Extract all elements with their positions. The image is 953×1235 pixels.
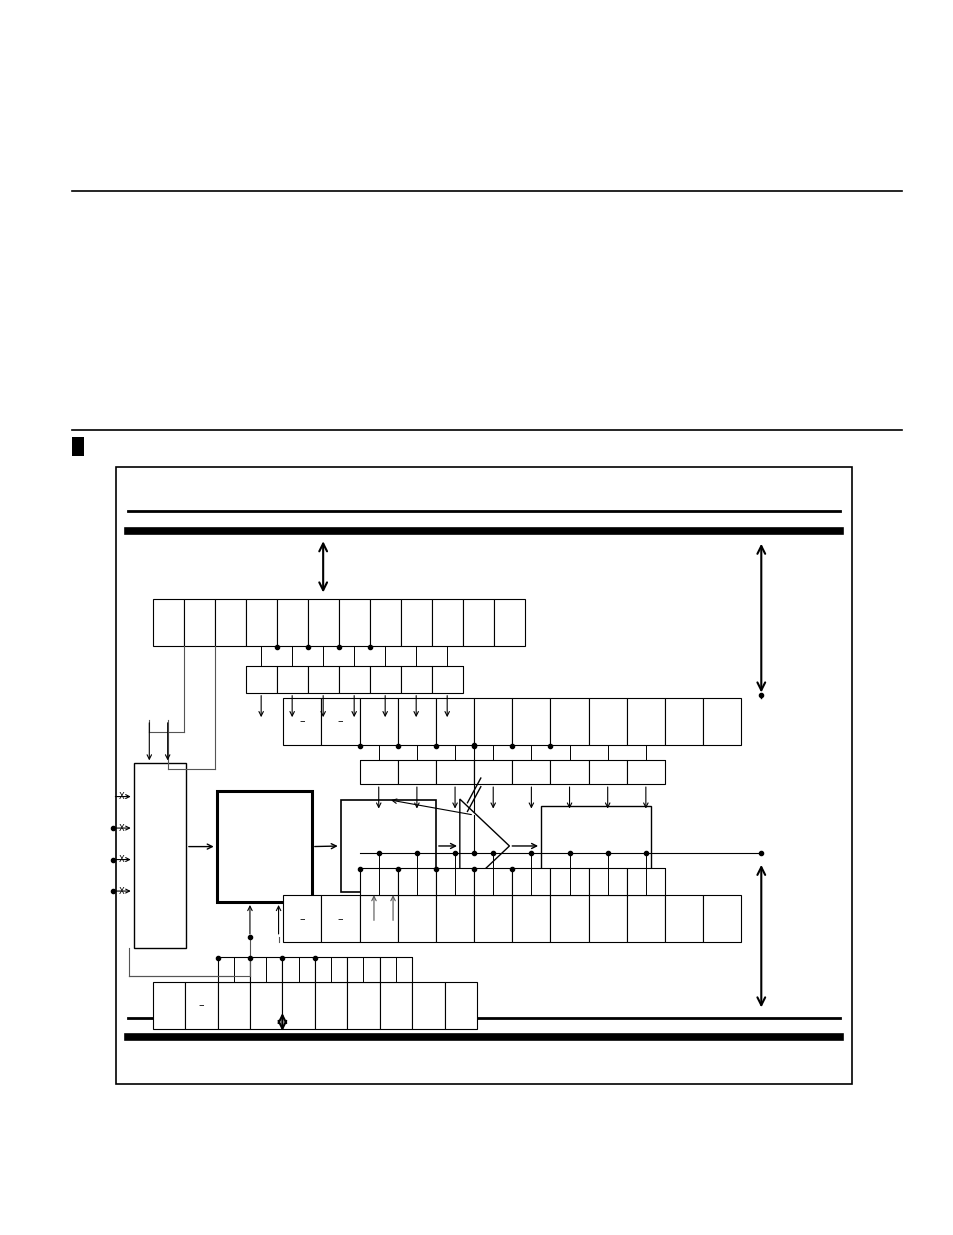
Bar [702, 895, 740, 942]
Text: –: – [337, 716, 343, 726]
Bar [512, 760, 550, 784]
Bar [626, 868, 664, 895]
Bar [626, 698, 664, 745]
Bar [512, 868, 550, 895]
Bar [474, 895, 512, 942]
Bar [217, 982, 250, 1029]
Bar [540, 806, 650, 885]
Bar [664, 895, 702, 942]
Bar [246, 666, 276, 693]
Bar [283, 698, 321, 745]
Bar [588, 698, 626, 745]
Bar [71, 437, 84, 456]
Bar [664, 698, 702, 745]
Bar [152, 982, 185, 1029]
Bar [338, 666, 369, 693]
Bar [379, 957, 412, 982]
Bar [550, 760, 588, 784]
Bar [462, 599, 494, 646]
Bar [412, 982, 444, 1029]
Bar [397, 868, 436, 895]
Bar [379, 982, 412, 1029]
Bar [359, 698, 397, 745]
Bar [588, 760, 626, 784]
Bar [369, 666, 400, 693]
Bar [400, 666, 431, 693]
Bar [250, 957, 282, 982]
Bar [338, 599, 369, 646]
Bar [307, 599, 338, 646]
Bar [321, 698, 359, 745]
Bar [321, 895, 359, 942]
Text: X: X [119, 792, 125, 802]
Bar [397, 698, 436, 745]
Bar [550, 698, 588, 745]
Bar [397, 895, 436, 942]
Text: –: – [198, 1000, 204, 1010]
Bar [340, 800, 436, 892]
Bar [347, 982, 379, 1029]
Bar [400, 599, 431, 646]
Bar [359, 760, 397, 784]
Bar [116, 467, 851, 1084]
Bar [474, 868, 512, 895]
Text: –: – [299, 914, 305, 924]
Bar [246, 599, 276, 646]
Text: X: X [119, 855, 125, 864]
Bar [436, 698, 474, 745]
Bar [474, 760, 512, 784]
Bar [626, 895, 664, 942]
Bar [152, 599, 183, 646]
Bar [216, 792, 312, 903]
Text: –: – [299, 716, 305, 726]
Bar [494, 599, 524, 646]
Bar [133, 763, 186, 948]
Bar [431, 599, 462, 646]
Bar [512, 698, 550, 745]
Bar [550, 895, 588, 942]
Bar [214, 599, 246, 646]
Bar [702, 698, 740, 745]
Text: –: – [337, 914, 343, 924]
Bar [359, 895, 397, 942]
Bar [431, 666, 462, 693]
Bar [369, 599, 400, 646]
Bar [588, 895, 626, 942]
Polygon shape [459, 799, 509, 893]
Bar [474, 698, 512, 745]
Bar [250, 982, 282, 1029]
Bar [217, 957, 250, 982]
Bar [276, 666, 308, 693]
Bar [283, 895, 321, 942]
Bar [588, 868, 626, 895]
Bar [359, 868, 397, 895]
Bar [183, 599, 214, 646]
Bar [436, 760, 474, 784]
Text: X: X [119, 887, 125, 895]
Bar [276, 599, 308, 646]
Bar [314, 957, 347, 982]
Bar [550, 868, 588, 895]
Bar [185, 982, 217, 1029]
Bar [307, 666, 338, 693]
Bar [512, 895, 550, 942]
Bar [282, 957, 314, 982]
Bar [444, 982, 476, 1029]
Bar [436, 868, 474, 895]
Bar [436, 895, 474, 942]
Text: X: X [119, 824, 125, 832]
Bar [626, 760, 664, 784]
Bar [397, 760, 436, 784]
Bar [314, 982, 347, 1029]
Bar [347, 957, 379, 982]
Bar [282, 982, 314, 1029]
